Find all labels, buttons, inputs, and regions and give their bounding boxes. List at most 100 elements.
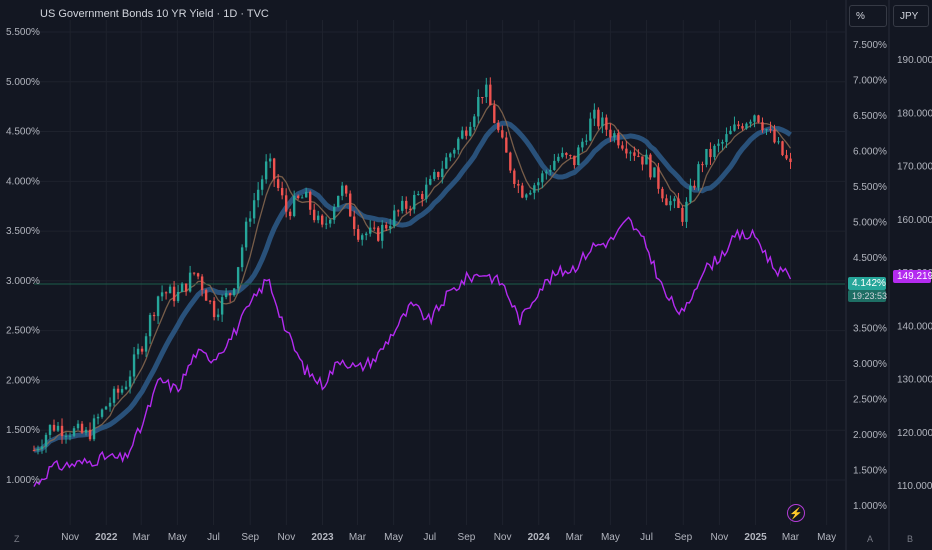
x-tick-label: May [168,532,187,543]
candle-body [300,197,304,199]
right-pct-tick-label: 7.000% [853,75,887,86]
candle-body [617,133,620,146]
candle-body [737,124,740,127]
x-tick-label: Nov [61,532,79,543]
candle-body [713,145,716,158]
candle-body [152,314,156,317]
candle-body [605,117,608,130]
x-tick-label: May [601,532,620,543]
candle-body [413,194,416,210]
candle-body [268,158,272,162]
percent-unit-button[interactable]: % [849,5,887,27]
candle-body [537,182,540,186]
candle-body [72,428,76,436]
x-tick-label: Nov [277,532,295,543]
candle-body [216,314,220,318]
candle-body [677,198,680,208]
candle-body [441,168,444,178]
yield-price-badge: 4.142% [848,277,886,290]
candle-body [68,435,72,437]
candle-body [405,200,408,209]
candle-body [369,227,372,234]
corner-left-label[interactable]: Z [14,534,20,544]
left-tick-label: 1.500% [6,425,40,436]
candle-body [789,158,792,163]
candle-body [541,173,544,183]
candle-body [108,402,112,407]
candle-body [745,123,748,129]
candle-body [449,153,452,158]
candle-body [357,229,360,240]
candle-body [389,226,392,229]
candle-body [76,423,80,429]
candle-body [661,188,664,199]
candle-body [345,185,348,194]
right-jpy-tick-label: 110.000 [897,481,932,492]
candle-body [417,193,420,195]
candle-body [493,105,496,123]
candle-body [156,296,160,317]
candle-body [453,149,456,154]
candle-body [505,137,508,153]
candle-body [697,164,700,188]
candle-body [320,215,324,225]
candle-body [665,198,668,206]
candle-body [284,195,288,212]
candle-body [525,194,528,198]
candle-body [769,129,772,131]
right-pct-tick-label: 3.500% [853,324,887,335]
x-tick-label: Jul [423,532,436,543]
candle-body [260,179,264,190]
candle-body [485,84,488,98]
candle-body [361,235,364,240]
candle-body [373,227,376,229]
candle-body [164,292,168,294]
currency-unit-button[interactable]: JPY [893,5,929,27]
candle-body [120,389,124,393]
x-tick-label: Nov [494,532,512,543]
right-pct-tick-label: 6.500% [853,111,887,122]
candle-body [96,416,100,419]
jpy-price-badge: 149.219 [893,270,932,283]
candle-body [437,171,440,178]
candle-body [64,435,68,437]
candle-body [341,185,344,196]
right-jpy-tick-label: 160.000 [897,215,932,226]
candle-body [521,185,524,198]
candle-body [296,195,300,199]
candle-body [609,129,612,138]
right-jpy-tick-label: 190.000 [897,55,932,66]
candle-body [280,187,284,196]
flash-icon[interactable]: ⚡ [787,504,805,522]
candle-body [613,133,616,138]
candle-body [569,155,572,157]
right-pct-tick-label: 3.000% [853,359,887,370]
candle-body [545,171,548,174]
left-tick-label: 5.000% [6,77,40,88]
candle-body [773,129,776,143]
x-tick-label: 2022 [95,532,118,543]
candle-body [148,314,152,337]
moving-averages [33,103,845,453]
x-tick-label: Mar [782,532,800,543]
candle-body [573,155,576,166]
candle-body [180,283,184,292]
candle-body [168,286,172,294]
candle-body [509,152,512,171]
candle-body [272,158,276,180]
candle-body [176,291,180,302]
candle-body [40,446,44,450]
time-axis: Nov 2022 Mar May Jul Sep Nov 2023 Mar May Jul Sep No… [61,532,836,543]
candle-body [653,167,656,178]
candle-body [292,195,296,217]
right-pct-tick-label: 1.500% [853,466,887,477]
candle-body [248,218,252,222]
jpy-series [33,216,792,487]
corner-b-label[interactable]: B [907,534,914,544]
corner-a-label[interactable]: A [867,534,874,544]
candle-body [104,406,108,410]
right-pct-tick-label: 2.500% [853,395,887,406]
candle-body [228,293,232,296]
candle-body [637,155,640,157]
